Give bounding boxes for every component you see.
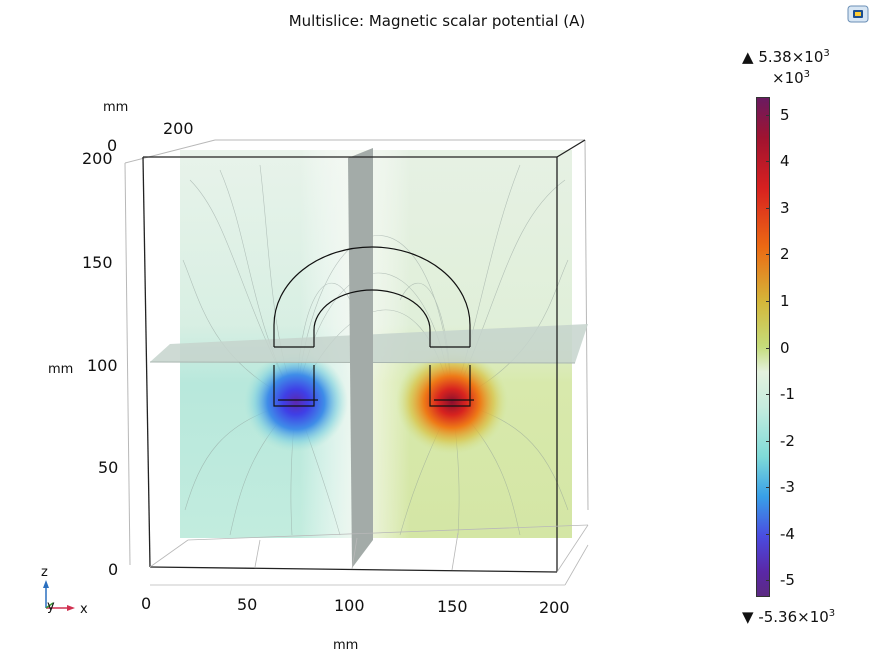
triad-z-label: z	[41, 565, 48, 580]
colorbar-tick: -1	[780, 385, 795, 403]
colorbar-min-value: -5.36×10	[758, 608, 829, 626]
colorbar-tick: 5	[780, 106, 790, 124]
colorbar-tick: 2	[780, 245, 790, 263]
colorbar-tick: -2	[780, 432, 795, 450]
max-marker-icon: ▲	[742, 48, 754, 66]
z-tick-label: 100	[87, 356, 118, 375]
yz-slice	[348, 148, 373, 568]
min-marker-icon: ▼	[742, 608, 754, 626]
colorbar-min-label: ▼ -5.36×103	[742, 608, 836, 626]
z-axis: 200 150 100 50 0 mm	[48, 149, 118, 579]
x-tick-label: 150	[437, 597, 468, 616]
axis-triad: z y x	[41, 565, 88, 617]
colorbar-tick: -4	[780, 525, 795, 543]
x-axis-unit: mm	[333, 638, 358, 653]
colorbar	[756, 97, 770, 597]
colorbar-tick: 1	[780, 292, 790, 310]
colorbar-max-value: 5.38×10	[758, 48, 824, 66]
x-axis: 0 50 100 150 200 mm	[141, 594, 570, 653]
z-tick-label: 150	[82, 253, 113, 272]
comsol-logo-icon[interactable]	[846, 4, 870, 24]
floor-gridlines	[149, 524, 589, 586]
colorbar-tick: 4	[780, 152, 790, 170]
colorbar-tick: 0	[780, 339, 790, 357]
x-tick-label: 200	[539, 598, 570, 617]
y-axis-unit: mm	[103, 100, 128, 115]
triad-y-label: y	[47, 599, 55, 614]
bounding-box-front	[142, 139, 586, 573]
y-tick-label: 0	[107, 136, 117, 155]
triad-x-label: x	[80, 602, 88, 617]
x-tick-label: 100	[334, 596, 365, 615]
colorbar-tick: -3	[780, 478, 795, 496]
y-axis: 200 0 mm	[103, 100, 194, 155]
x-tick-label: 0	[141, 594, 151, 613]
colorbar-scale-label: ×103	[772, 69, 811, 87]
y-tick-label: 200	[163, 119, 194, 138]
negative-potential-region	[244, 352, 348, 452]
plot-title: Multislice: Magnetic scalar potential (A…	[288, 12, 586, 30]
z-tick-label: 0	[108, 560, 118, 579]
z-tick-label: 50	[98, 458, 118, 477]
colorbar-tick: 3	[780, 199, 790, 217]
z-axis-unit: mm	[48, 362, 73, 377]
horseshoe-magnet-outline	[273, 246, 474, 407]
x-tick-label: 50	[237, 595, 257, 614]
positive-potential-region	[396, 350, 508, 454]
z-tick-label: 200	[82, 149, 113, 168]
colorbar-tick: -5	[780, 571, 795, 589]
colorbar-max-label: ▲ 5.38×103	[742, 48, 830, 66]
